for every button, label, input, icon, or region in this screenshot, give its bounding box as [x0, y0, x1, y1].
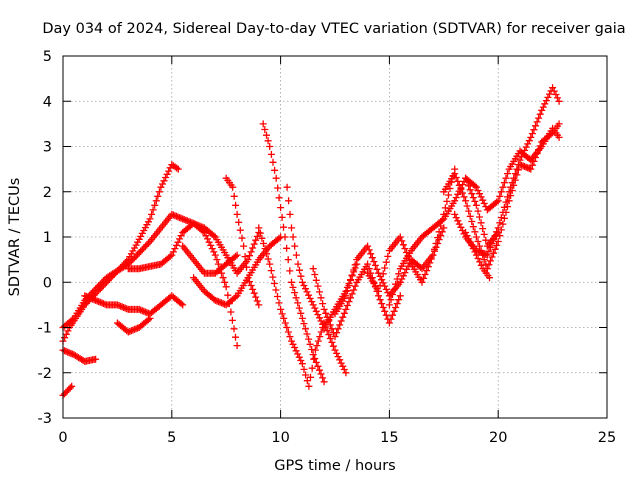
series-track-20 [462, 124, 563, 214]
y-tick-label: 1 [43, 230, 52, 246]
y-tick-label: -1 [38, 321, 52, 337]
axis-ticks [62, 55, 608, 419]
point-markers [190, 233, 285, 309]
series-track-10 [222, 174, 263, 309]
x-tick-label: 20 [489, 430, 507, 446]
series-track-11 [259, 120, 328, 386]
series-track-8 [179, 242, 241, 277]
point-markers [81, 292, 187, 318]
series-track-6 [113, 314, 154, 336]
x-tick-label: 5 [167, 430, 176, 446]
y-tick-label: -2 [38, 366, 52, 382]
y-axis-label: SDTVAR / TECUs [7, 178, 23, 297]
y-tick-label: 4 [43, 94, 52, 110]
point-markers [462, 229, 493, 282]
x-tick-label: 10 [271, 430, 289, 446]
x-tick-label: 15 [380, 430, 398, 446]
point-markers [462, 124, 563, 214]
point-markers [113, 314, 154, 336]
x-tick-label: 0 [58, 430, 67, 446]
y-tick-label: 2 [43, 185, 52, 201]
series-track-12 [255, 224, 350, 390]
point-markers [259, 120, 328, 386]
y-tick-label: 0 [43, 275, 52, 291]
tick-labels: 0 5 10 15 20 25 -3 -2 -1 0 1 2 3 4 5 [38, 49, 617, 446]
point-markers [179, 242, 241, 277]
series-track-9 [190, 233, 285, 309]
point-markers [451, 84, 563, 259]
series-track-5 [81, 292, 187, 318]
x-axis-label: GPS time / hours [274, 458, 395, 474]
series-track-19 [451, 84, 563, 259]
y-tick-label: -3 [38, 411, 52, 427]
point-markers [364, 165, 459, 295]
y-tick-label: 3 [43, 140, 52, 156]
point-markers [255, 224, 350, 390]
point-markers [222, 174, 263, 309]
series-track-21 [462, 229, 493, 282]
series-track-16 [364, 165, 459, 295]
data-points [59, 84, 563, 399]
series-track-17 [385, 174, 502, 309]
x-tick-label: 25 [598, 430, 616, 446]
y-tick-label: 5 [43, 49, 52, 65]
point-markers [385, 174, 502, 309]
chart-title: Day 034 of 2024, Sidereal Day-to-day VTE… [42, 21, 625, 37]
